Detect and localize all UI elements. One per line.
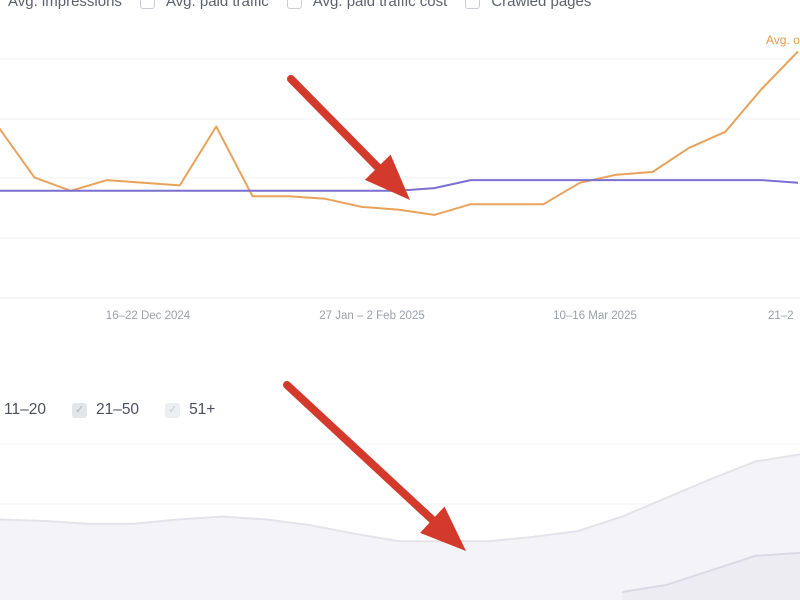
series-area-0 (0, 454, 800, 600)
arrow-annotation-top-shaft (287, 75, 382, 172)
toggle-label: Avg. paid traffic cost (312, 0, 448, 10)
toggle-label: Crawled pages (491, 0, 592, 10)
checkbox[interactable]: ✓ (71, 402, 87, 418)
annotations (283, 75, 466, 551)
position-filter-label: 21–50 (95, 401, 140, 418)
toggle-label: Avg. impressions (8, 0, 122, 10)
series-line-0 (0, 453, 800, 543)
toggle-crawled-pages[interactable]: Crawled pages (465, 0, 591, 10)
checkbox[interactable] (139, 0, 155, 9)
position-filters: 11–20 ✓ 21–50 ✓ 51+ (0, 398, 229, 422)
x-tick-label: 16–22 Dec 2024 (106, 310, 191, 322)
check-icon: ✓ (74, 403, 85, 416)
arrow-annotation-top-head (364, 154, 410, 200)
arrow-annotation-bottom-head (420, 506, 466, 551)
arrow-annotation-bottom-shaft (283, 381, 437, 524)
metric-toggles: Avg. impressions Avg. paid traffic Avg. … (0, 0, 800, 14)
position-filter-label: 51+ (189, 401, 216, 418)
toggle-avg-paid-traffic[interactable]: Avg. paid traffic (139, 0, 269, 10)
toggle-avg-paid-traffic-cost[interactable]: Avg. paid traffic cost (286, 0, 448, 10)
series-legend-label: Avg. o (766, 33, 800, 47)
position-filter-21-50[interactable]: ✓ 21–50 (60, 401, 139, 419)
checkbox[interactable] (465, 0, 481, 9)
check-icon: ✓ (168, 403, 178, 416)
checkbox[interactable]: ✓ (165, 402, 181, 418)
toggle-avg-impressions[interactable]: Avg. impressions (8, 0, 122, 10)
series-line-1 (622, 551, 800, 593)
x-tick-label: 27 Jan – 2 Feb 2025 (319, 310, 425, 322)
area-chart (0, 443, 800, 600)
series-area-1 (622, 552, 800, 600)
x-tick-label: 10–16 Mar 2025 (553, 310, 637, 322)
position-filter-51-plus[interactable]: ✓ 51+ (153, 401, 215, 419)
position-filter-label: 11–20 (4, 401, 46, 418)
toggle-label: Avg. paid traffic (165, 0, 269, 10)
position-filter-11-20[interactable]: 11–20 (0, 401, 46, 419)
series-line-0 (0, 50, 799, 216)
checkbox[interactable] (286, 0, 302, 9)
x-tick-label: 21–2 (768, 310, 794, 322)
